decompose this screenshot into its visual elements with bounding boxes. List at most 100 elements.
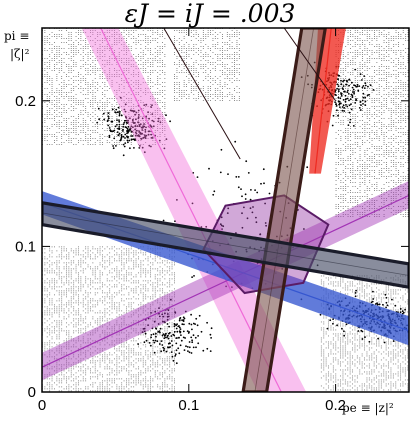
data-point <box>169 332 171 334</box>
y-tick-label: 0.1 <box>15 238 36 255</box>
data-point <box>183 316 185 318</box>
data-point <box>365 101 367 103</box>
data-point <box>206 322 208 324</box>
data-point <box>163 337 165 339</box>
chart-title: εJ = iJ = .003 <box>125 0 296 28</box>
data-point <box>179 320 181 322</box>
data-point <box>187 346 189 348</box>
data-point <box>353 125 355 127</box>
data-point <box>364 97 366 99</box>
data-point <box>263 168 265 170</box>
data-point <box>367 94 369 96</box>
y-axis-label-line1: pi ≡ <box>4 29 29 43</box>
data-point <box>338 97 340 99</box>
data-point <box>370 84 372 86</box>
data-point <box>360 101 362 103</box>
data-point <box>348 79 350 81</box>
data-point <box>169 120 171 122</box>
data-point <box>163 350 165 352</box>
x-axis-label: pe ≡ |z|² <box>342 401 394 415</box>
data-point <box>343 85 345 87</box>
data-point <box>189 351 191 353</box>
data-point <box>338 85 340 87</box>
x-tick-label: 0.2 <box>325 397 346 414</box>
data-point <box>119 115 121 117</box>
data-point <box>340 80 342 82</box>
y-tick-label: 0.2 <box>15 93 36 110</box>
data-point <box>375 303 377 305</box>
data-point <box>178 337 180 339</box>
data-point <box>254 189 256 191</box>
data-point <box>341 93 343 95</box>
data-point <box>220 172 222 174</box>
data-point <box>329 319 331 321</box>
data-point <box>234 141 236 143</box>
data-point <box>352 87 354 89</box>
data-point <box>161 344 163 346</box>
data-point <box>118 126 120 128</box>
data-point <box>221 149 223 151</box>
data-point <box>176 362 178 364</box>
data-point <box>123 124 125 126</box>
data-point <box>115 126 117 128</box>
data-point <box>174 331 176 333</box>
y-axis-label-line2: |ζ|² <box>10 47 30 61</box>
data-point <box>354 85 356 87</box>
data-point <box>197 342 199 344</box>
data-point <box>193 347 195 349</box>
data-point <box>155 340 157 342</box>
data-point <box>351 94 353 96</box>
data-point <box>166 351 168 353</box>
data-point <box>195 337 197 339</box>
data-point <box>386 302 388 304</box>
data-point <box>202 350 204 352</box>
data-point <box>165 337 167 339</box>
data-point <box>332 323 334 325</box>
data-point <box>348 100 350 102</box>
data-point <box>212 194 214 196</box>
data-point <box>343 99 345 101</box>
data-point <box>103 119 105 121</box>
data-point <box>337 78 339 80</box>
data-point <box>197 335 199 337</box>
data-point <box>362 100 364 102</box>
data-point <box>179 318 181 320</box>
data-point <box>174 325 176 327</box>
data-point <box>360 73 362 75</box>
data-point <box>345 84 347 86</box>
data-point <box>245 160 247 162</box>
data-point <box>156 340 158 342</box>
data-point <box>345 95 347 97</box>
data-point <box>190 337 192 339</box>
data-point <box>150 345 152 347</box>
data-point <box>346 91 348 93</box>
data-point <box>338 90 340 92</box>
data-point <box>188 323 190 325</box>
data-point <box>359 107 361 109</box>
data-point <box>351 82 353 84</box>
data-point <box>181 323 183 325</box>
data-point <box>385 294 387 296</box>
data-point <box>115 109 117 111</box>
data-point <box>132 138 134 140</box>
data-point <box>382 304 384 306</box>
data-point <box>134 139 136 141</box>
data-point <box>385 307 387 309</box>
data-point <box>133 147 135 149</box>
data-point <box>360 109 362 111</box>
data-point <box>168 338 170 340</box>
data-point <box>175 353 177 355</box>
data-point <box>410 302 412 304</box>
data-point <box>355 295 357 297</box>
data-point <box>208 168 210 170</box>
data-point <box>117 131 119 133</box>
data-point <box>155 327 157 329</box>
data-point <box>344 91 346 93</box>
data-point <box>127 129 129 131</box>
data-point <box>124 120 126 122</box>
data-point <box>336 105 338 107</box>
data-point <box>155 336 157 338</box>
data-point <box>340 103 342 105</box>
data-point <box>111 121 113 123</box>
data-point <box>170 335 172 337</box>
